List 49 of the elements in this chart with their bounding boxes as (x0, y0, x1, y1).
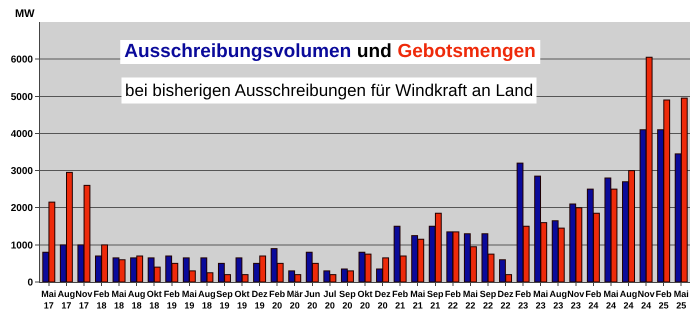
x-tick-label: Dez 19 (252, 288, 268, 310)
x-tick-label: Aug 17 (58, 288, 76, 310)
y-tick-label: 5000 (10, 92, 34, 103)
x-tick-label: Jun 20 (304, 288, 320, 310)
x-tick-label: Mai 24 (603, 288, 618, 310)
text: Gebotsmengen (397, 41, 536, 62)
text: und (356, 41, 392, 62)
x-tick-label: Aug 24 (620, 288, 638, 310)
x-tick-label: Aug 18 (198, 288, 216, 310)
x-tick-label: Nov 23 (567, 288, 584, 310)
x-tick-label: Feb 19 (164, 288, 180, 310)
x-tick-label: Okt 20 (357, 288, 373, 310)
x-tick-label: Sep 20 (339, 288, 356, 310)
x-tick-label: Mai 18 (112, 288, 127, 310)
y-tick-label: 2000 (10, 203, 34, 214)
x-tick-label: Mai 23 (533, 288, 548, 310)
x-tick-label: Feb 24 (585, 288, 602, 310)
x-tick-label: Feb 25 (656, 288, 672, 310)
y-axis-title: MW (15, 8, 36, 20)
x-tick-label: Aug 23 (549, 288, 567, 310)
x-tick-label: Mai 19 (182, 288, 197, 310)
x-tick-label: Sep 19 (216, 288, 234, 310)
x-tick-label: Feb 22 (444, 288, 462, 310)
y-tick-label: 4000 (10, 128, 34, 140)
text: bei bisherigen Ausschreibungen für Windkraft an Land (125, 81, 534, 100)
x-tick-label: Aug 18 (128, 288, 146, 310)
y-tick-label: 1000 (10, 240, 34, 252)
x-tick-label: Feb 21 (392, 288, 409, 310)
x-tick-label: Sep 21 (427, 288, 444, 310)
text: Ausschreibungsvolumen (124, 41, 352, 62)
x-tick-label: Mär 20 (286, 288, 304, 310)
x-tick-label: Feb 18 (93, 288, 110, 310)
x-tick-label: Jul 20 (323, 288, 336, 310)
x-tick-label: Sep 22 (480, 288, 497, 310)
x-tick-label: Okt 19 (234, 288, 250, 310)
x-tick-label: Mai 25 (674, 288, 689, 310)
x-tick-label: Mai 22 (462, 288, 478, 310)
y-tick-label: 3000 (10, 166, 34, 178)
x-tick-label: Nov 24 (638, 288, 655, 310)
x-tick-label: Dez 22 (498, 288, 514, 310)
y-tick-label: 0 (27, 278, 34, 288)
x-tick-label: Okt 18 (146, 288, 162, 310)
x-tick-label: Feb 20 (269, 288, 286, 310)
x-tick-label: Nov 17 (75, 288, 92, 310)
x-tick-label: Mai 21 (410, 288, 426, 310)
x-tick-label: Dez 20 (374, 288, 392, 310)
y-tick-label: 6000 (10, 54, 34, 66)
x-tick-label: Feb 23 (515, 288, 532, 310)
x-tick-label: Mai 17 (41, 288, 56, 310)
